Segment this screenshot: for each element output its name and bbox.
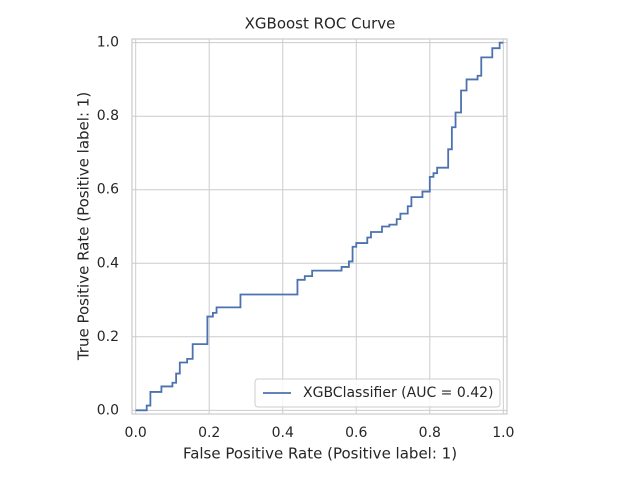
y-tick-label: 1.0 <box>97 35 119 51</box>
x-axis-label: False Positive Rate (Positive label: 1) <box>183 445 457 463</box>
plot-frame <box>131 38 508 415</box>
x-tick-label: 0.2 <box>198 425 220 441</box>
y-axis-label: True Positive Rate (Positive label: 1) <box>75 92 93 361</box>
legend-box <box>254 378 501 408</box>
roc-line <box>135 41 504 412</box>
y-tick-label: 0.0 <box>97 402 119 418</box>
x-tick-label: 1.0 <box>492 425 514 441</box>
y-tick-label: 0.4 <box>97 255 119 271</box>
y-tick-label: 0.6 <box>97 182 119 198</box>
x-tick-label: 0.4 <box>272 425 294 441</box>
y-tick-label: 0.8 <box>97 108 119 124</box>
x-tick-label: 0.0 <box>125 425 147 441</box>
x-tick-label: 0.8 <box>419 425 441 441</box>
chart-title: XGBoost ROC Curve <box>245 15 396 33</box>
x-tick-label: 0.6 <box>345 425 367 441</box>
legend-label: XGBClassifier (AUC = 0.42) <box>303 385 493 401</box>
y-tick-label: 0.2 <box>97 329 119 345</box>
